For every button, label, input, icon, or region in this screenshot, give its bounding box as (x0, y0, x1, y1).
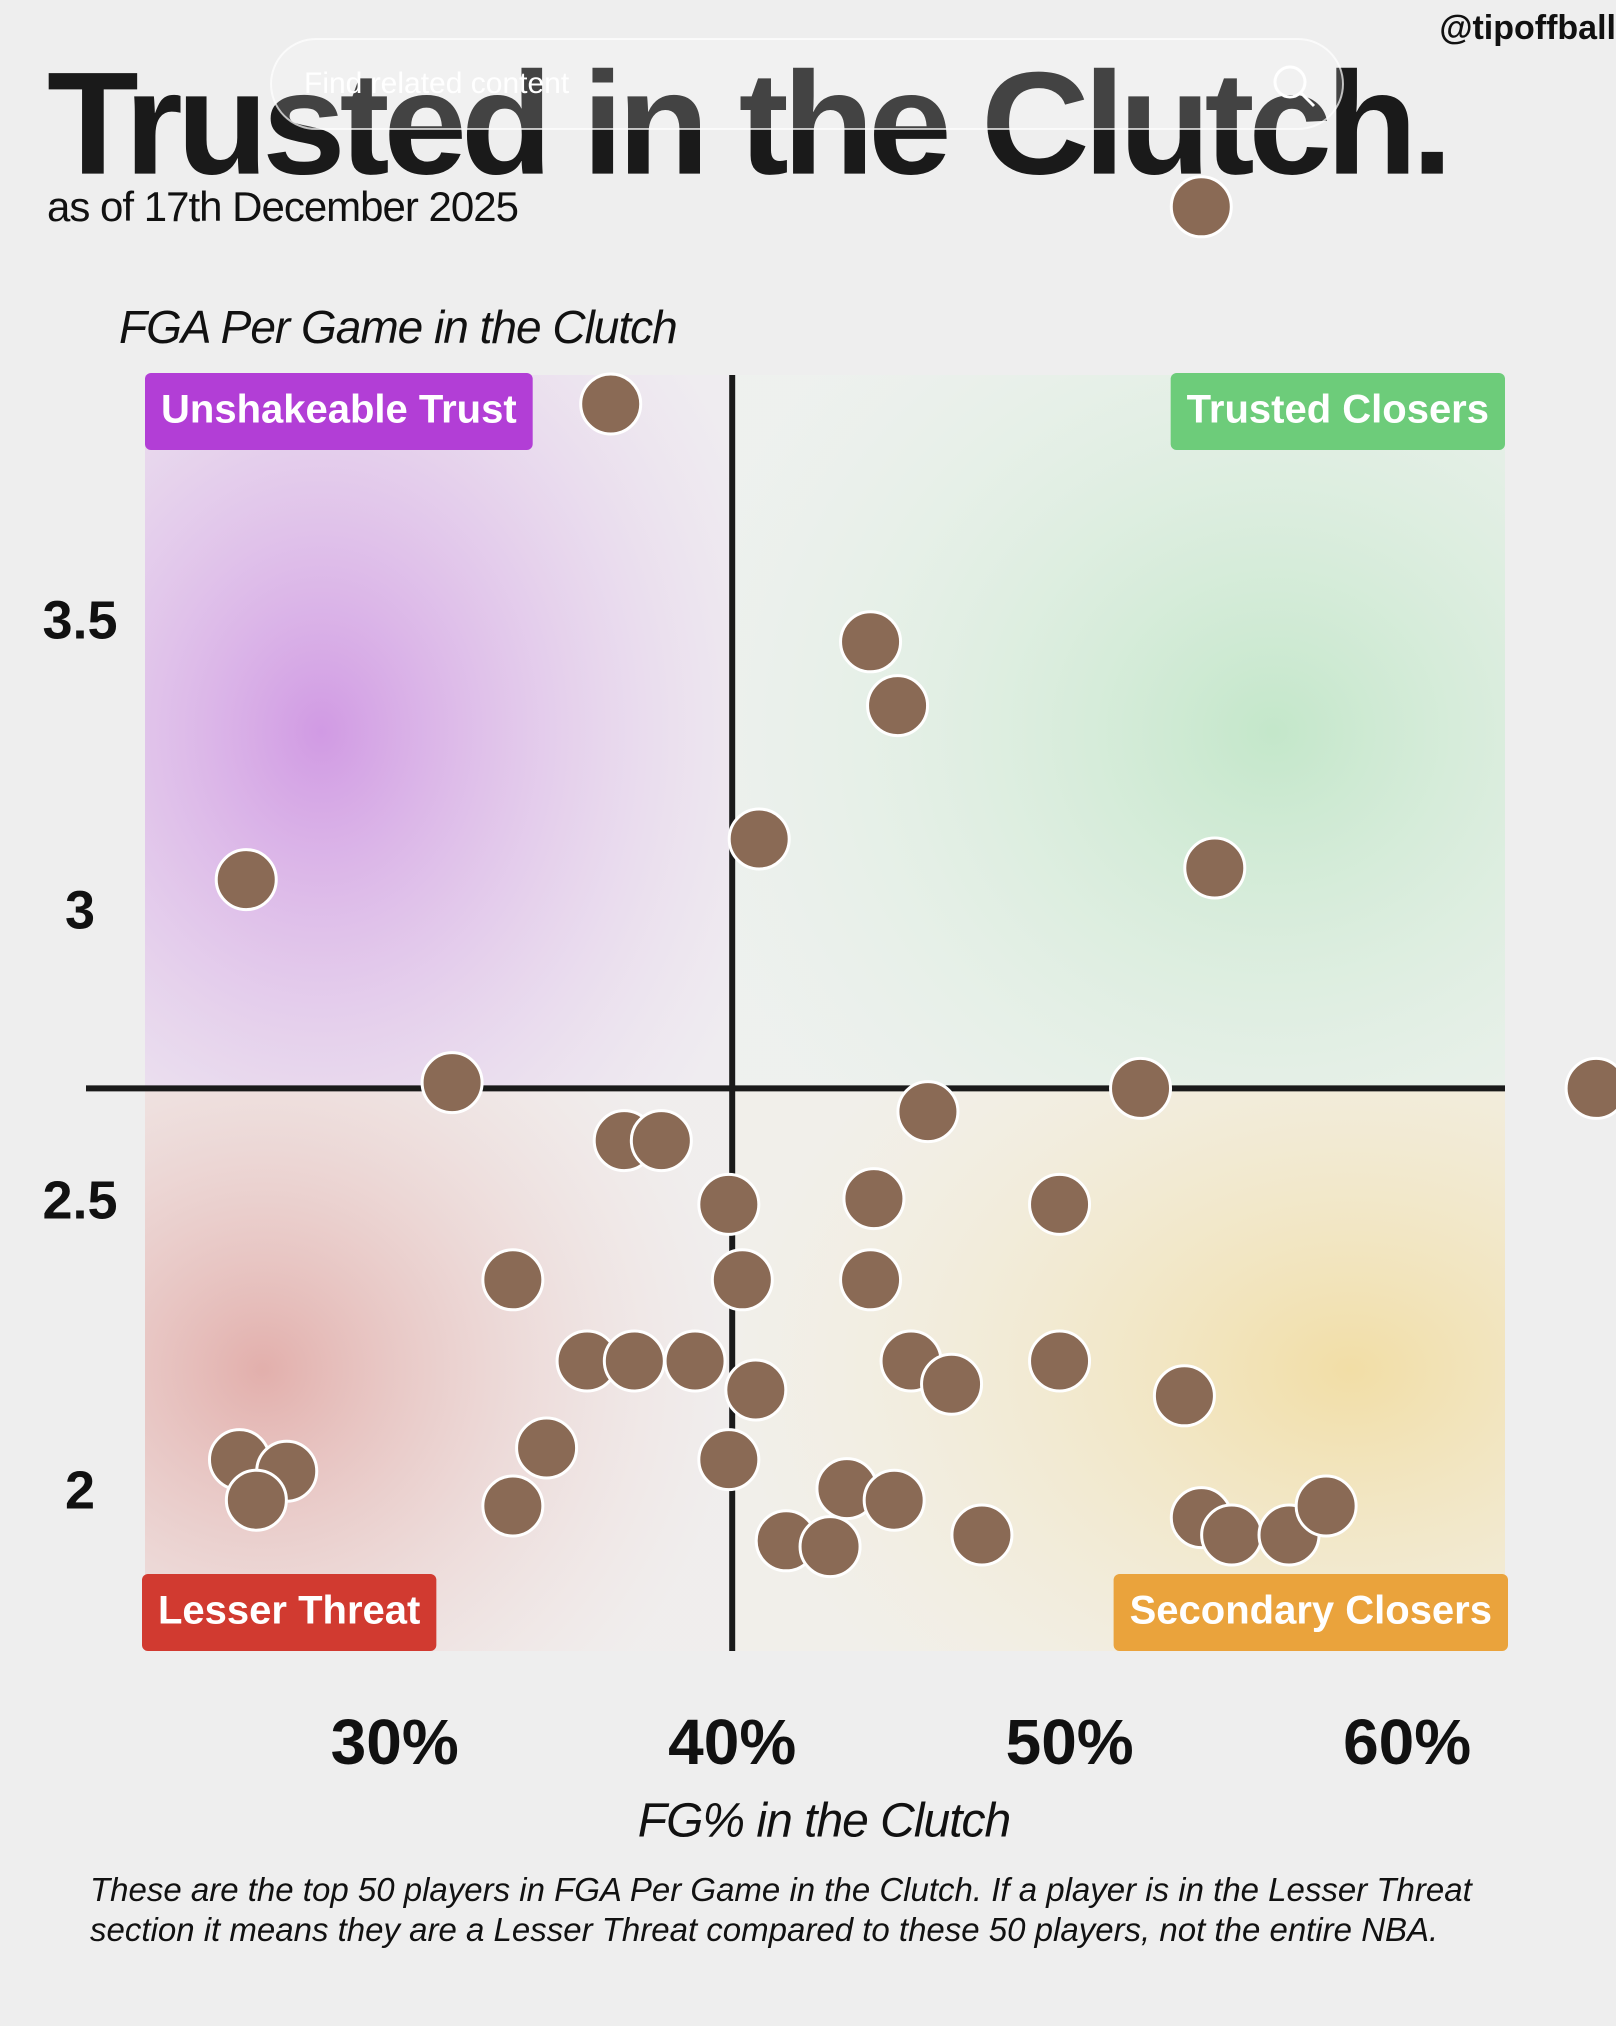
handle: @tipoffball (1439, 9, 1616, 47)
point (1028, 1172, 1092, 1236)
x-tick-label: 40% (668, 1706, 796, 1778)
search-icon-handle (1299, 91, 1316, 108)
chart-title: Trusted in the Clutch. (47, 42, 1447, 205)
point (866, 674, 930, 738)
quadrant-label-box (145, 373, 533, 450)
quadrant-backgrounds (145, 375, 1505, 1651)
y-tick-label: 3 (65, 881, 95, 941)
y-tick-label: 2 (65, 1461, 95, 1521)
point (727, 807, 791, 871)
x-tick-label: 30% (331, 1706, 459, 1778)
quadrant-label-box (142, 1574, 437, 1651)
point (1152, 1364, 1216, 1428)
footnote: These are the top 50 players in FGA Per … (90, 1871, 1472, 1948)
search-icon[interactable] (1273, 65, 1307, 99)
point (798, 1515, 862, 1579)
quadrant-label: Trusted Closers (1187, 388, 1489, 432)
point (214, 848, 278, 912)
quadrant-label: Unshakeable Trust (161, 388, 517, 432)
point (1564, 1056, 1616, 1120)
point (839, 610, 903, 674)
point (920, 1352, 984, 1416)
point (579, 372, 643, 436)
point (629, 1109, 693, 1173)
point (697, 1172, 761, 1236)
point (724, 1358, 788, 1422)
x-tick-label: 50% (1006, 1706, 1134, 1778)
quadrant-label-box (1170, 373, 1505, 450)
point (896, 1080, 960, 1144)
search-placeholder: Find related content (304, 67, 570, 100)
quadrant-label: Lesser Threat (158, 1589, 420, 1633)
point (481, 1248, 545, 1312)
quadrant-label-box (1113, 1574, 1508, 1651)
point (1183, 836, 1247, 900)
quadrant-bg (732, 375, 1505, 1089)
point (950, 1503, 1014, 1567)
point (697, 1428, 761, 1492)
quadrant-label: Secondary Closers (1130, 1589, 1492, 1633)
point (663, 1329, 727, 1393)
point (1200, 1503, 1264, 1567)
point (420, 1051, 484, 1115)
x-tick-label: 60% (1343, 1706, 1471, 1778)
point (515, 1416, 579, 1480)
point (224, 1468, 288, 1532)
point (1169, 175, 1233, 239)
point (710, 1248, 774, 1312)
point (842, 1167, 906, 1231)
chart-subtitle: as of 17th December 2025 (47, 183, 518, 230)
point (839, 1248, 903, 1312)
y-axis-label: FGA Per Game in the Clutch (119, 301, 677, 353)
search-bar[interactable] (270, 38, 1344, 130)
point (602, 1329, 666, 1393)
y-tick-label: 3.5 (42, 591, 117, 651)
point (1294, 1474, 1358, 1538)
point (1109, 1056, 1173, 1120)
point (862, 1468, 926, 1532)
x-axis-label: FG% in the Clutch (638, 1795, 1010, 1848)
point (481, 1474, 545, 1538)
quadrant-bg (145, 375, 733, 1089)
point (1028, 1329, 1092, 1393)
y-tick-label: 2.5 (42, 1171, 117, 1231)
